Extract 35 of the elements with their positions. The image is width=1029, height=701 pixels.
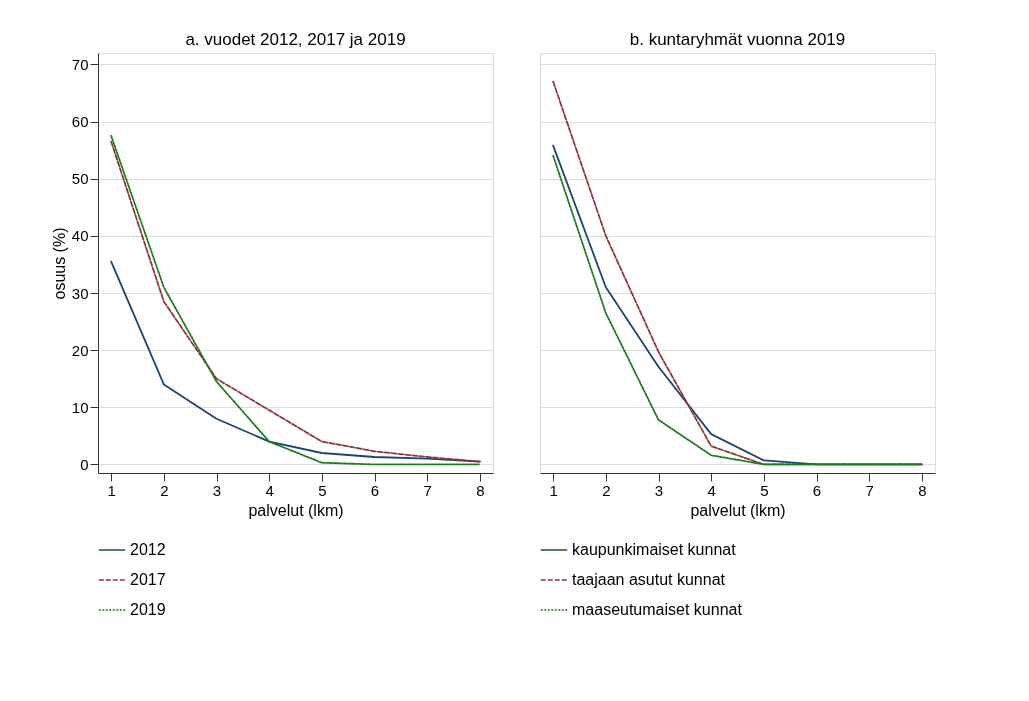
y-tick-label: 0 (80, 455, 89, 473)
x-tick-label: 3 (654, 481, 664, 499)
x-tick-label: 1 (107, 481, 116, 499)
x-tick-label: 5 (760, 481, 769, 499)
y-axis-title: osuus (%) (50, 227, 68, 300)
legend-label: 2012 (130, 541, 166, 558)
x-tick-label: 6 (370, 481, 380, 499)
chart-title: a. vuodet 2012, 2017 ja 2019 (185, 30, 406, 49)
x-tick-label: 6 (812, 481, 822, 499)
x-tick-label: 2 (160, 481, 169, 499)
y-tick-label: 60 (71, 113, 89, 131)
y-tick-label: 20 (71, 341, 89, 359)
x-axis-title: palvelut (lkm) (690, 501, 786, 519)
x-tick-label: 8 (918, 481, 927, 499)
legend-label: 2019 (130, 601, 166, 618)
y-tick-label: 10 (71, 398, 89, 416)
legend-label: maaseutumaiset kunnat (572, 601, 743, 618)
legend-label: kaupunkimaiset kunnat (572, 541, 737, 558)
x-tick-label: 3 (212, 481, 222, 499)
x-tick-label: 8 (476, 481, 485, 499)
y-tick-label: 50 (71, 170, 89, 188)
x-tick-label: 7 (865, 481, 874, 499)
x-tick-label: 4 (707, 481, 716, 499)
x-tick-label: 4 (265, 481, 274, 499)
x-tick-label: 5 (318, 481, 327, 499)
x-tick-label: 2 (602, 481, 611, 499)
chart-title: b. kuntaryhmät vuonna 2019 (629, 30, 846, 49)
legend-label: 2017 (130, 571, 166, 588)
y-tick-label: 70 (71, 55, 89, 73)
y-tick-label: 40 (71, 227, 89, 245)
x-tick-label: 1 (549, 481, 558, 499)
y-tick-label: 30 (71, 284, 89, 302)
x-tick-label: 7 (423, 481, 432, 499)
x-axis-title: palvelut (lkm) (248, 501, 344, 519)
legend-label: taajaan asutut kunnat (572, 571, 726, 588)
